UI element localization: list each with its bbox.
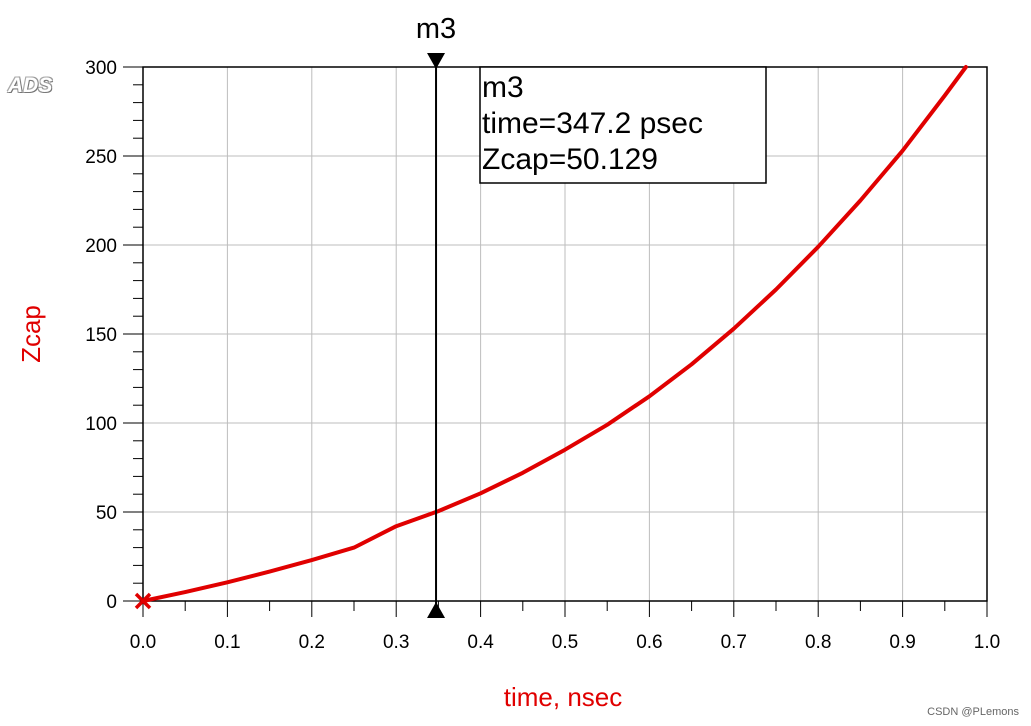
y-tick-label: 200: [85, 236, 117, 257]
ticks: 0.0 0.1 0.2 0.3 0.4 0.5 0.6 0.7 0.8 0.9 1.0 0 50 100 1…: [85, 58, 1000, 653]
x-axis-label: time, nsec: [504, 682, 623, 712]
x-tick-label: 0.1: [214, 632, 240, 653]
series-line-zcap: [141, 65, 968, 603]
x-tick-label: 0.7: [721, 632, 747, 653]
marker-label[interactable]: m3: [416, 13, 456, 45]
y-axis-label: Zcap: [16, 305, 46, 363]
y-tick-label: 0: [106, 592, 117, 613]
x-tick-label: 0.6: [636, 632, 662, 653]
marker-readout-box: [479, 66, 767, 184]
marker-readout-name: m3: [482, 71, 524, 104]
marker-top-triangle: [427, 53, 446, 69]
y-tick-label: 300: [85, 58, 117, 79]
x-tick-label: 0.2: [299, 632, 325, 653]
grid: [143, 67, 987, 601]
x-tick-label: 0.8: [805, 632, 831, 653]
marker-readout-time: time=347.2 psec: [482, 107, 703, 140]
ads-logo: ADS: [8, 74, 53, 97]
marker-bottom-triangle: [427, 602, 446, 618]
y-tick-label: 100: [85, 414, 117, 435]
x-tick-label: 0.9: [889, 632, 915, 653]
series: [134, 65, 968, 610]
marker-readout-value: Zcap=50.129: [482, 143, 658, 176]
y-tick-label: 50: [96, 503, 117, 524]
series-start-cross: [134, 592, 152, 610]
x-tick-label: 0.4: [467, 632, 494, 653]
y-tick-label: 250: [85, 147, 117, 168]
watermark: CSDN @PLemons: [927, 706, 1019, 718]
y-tick-label: 150: [85, 325, 117, 346]
marker-readout[interactable]: m3 time=347.2 psec Zcap=50.129: [479, 66, 767, 184]
marker: [427, 53, 446, 618]
x-tick-label: 0.3: [383, 632, 409, 653]
x-tick-label: 0.5: [552, 632, 578, 653]
x-tick-label: 1.0: [974, 632, 1000, 653]
x-tick-label: 0.0: [130, 632, 156, 653]
